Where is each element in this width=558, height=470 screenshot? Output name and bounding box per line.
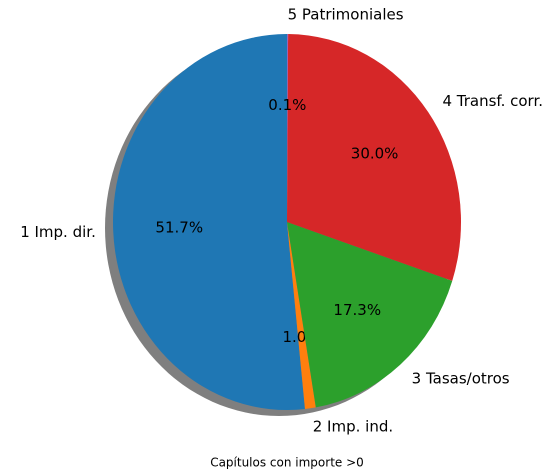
slice-label: 1 Imp. dir. (20, 223, 96, 241)
pie-slice (287, 34, 289, 222)
slice-percent: 17.3% (333, 301, 381, 319)
pie-slice (287, 222, 453, 408)
slice-percent: 0.1% (268, 96, 306, 114)
slice-label: 2 Imp. ind. (313, 417, 393, 435)
slice-label: 4 Transf. corr. (442, 92, 543, 110)
slice-label: 3 Tasas/otros (412, 369, 510, 387)
slice-label: 5 Patrimoniales (288, 6, 404, 24)
pie-slice (287, 222, 316, 409)
slice-percent: 51.7% (155, 219, 203, 237)
chart-title: Capítulos con importe >0 (210, 456, 364, 470)
pie-slice (287, 34, 461, 281)
pie-slice (112, 34, 305, 411)
slice-percent: 30.0% (351, 144, 399, 162)
